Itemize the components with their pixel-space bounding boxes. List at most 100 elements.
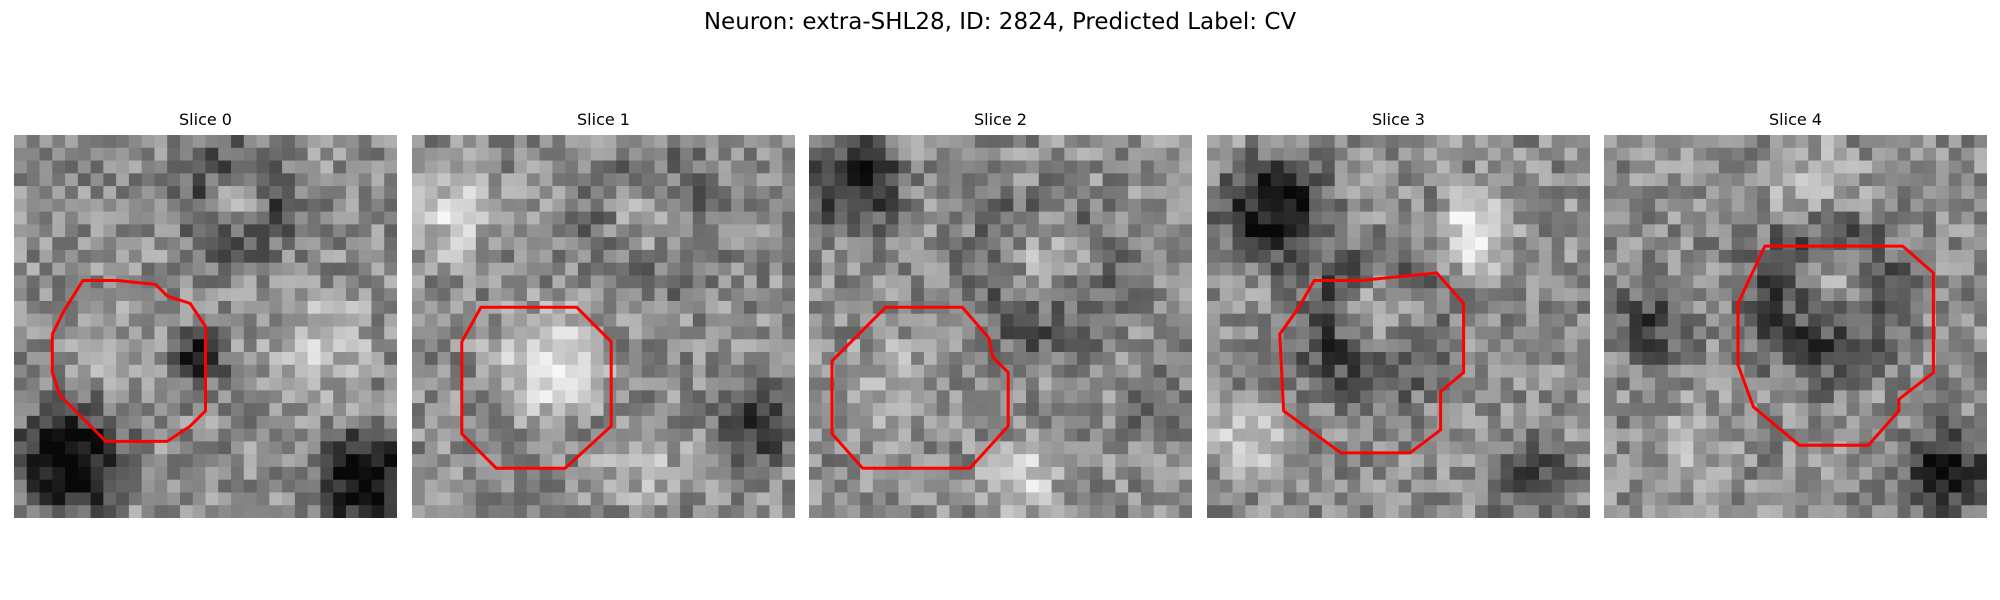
pixel-cell [1500, 275, 1514, 289]
pixel-cell [1526, 479, 1540, 494]
pixel-cell [1910, 186, 1924, 200]
pixel-cell [1207, 466, 1221, 481]
pixel-cell [1309, 441, 1323, 455]
pixel-cell [1667, 147, 1682, 162]
pixel-cell [1258, 403, 1272, 417]
pixel-cell [860, 339, 874, 353]
pixel-cell [488, 492, 502, 506]
pixel-cell [1207, 249, 1221, 264]
pixel-cell [320, 390, 334, 404]
pixel-cell [39, 505, 53, 518]
pixel-cell [412, 352, 426, 366]
pixel-cell [128, 147, 143, 162]
pixel-cell [1808, 428, 1822, 442]
pixel-cell [1372, 160, 1387, 174]
pixel-cell [1655, 147, 1669, 162]
pixel-cell [539, 160, 554, 174]
pixel-cell [384, 173, 397, 187]
pixel-cell [847, 211, 861, 225]
pixel-cell [1309, 224, 1323, 238]
pixel-cell [1667, 160, 1682, 174]
pixel-cell [526, 147, 541, 162]
pixel-cell [450, 147, 464, 162]
pixel-cell [731, 339, 745, 353]
pixel-cell [1564, 466, 1578, 481]
pixel-cell [1923, 428, 1937, 442]
pixel-cell [1232, 198, 1246, 213]
pixel-cell [1089, 454, 1104, 468]
pixel-cell [987, 492, 1002, 506]
pixel-cell [1872, 339, 1886, 353]
pixel-cell [1296, 237, 1310, 251]
pixel-cell [371, 300, 385, 315]
pixel-cell [39, 479, 53, 494]
pixel-cell [65, 377, 79, 391]
pixel-cell [885, 505, 899, 518]
pixel-cell [1974, 339, 1987, 353]
pixel-cell [782, 288, 795, 302]
pixel-cell [1219, 479, 1234, 494]
pixel-cell [501, 390, 515, 404]
pixel-cell [629, 403, 643, 417]
pixel-cell [1128, 249, 1142, 264]
pixel-cell [1424, 300, 1438, 315]
pixel-cell [1513, 377, 1527, 391]
pixel-cell [616, 135, 630, 149]
pixel-cell [1232, 313, 1246, 328]
pixel-cell [501, 313, 515, 328]
pixel-cell [26, 428, 41, 442]
pixel-cell [282, 339, 296, 353]
pixel-cell [1360, 479, 1374, 494]
pixel-cell [1833, 198, 1848, 213]
pixel-cell [103, 466, 117, 481]
pixel-cell [90, 326, 104, 340]
pixel-cell [1296, 198, 1310, 213]
pixel-cell [1808, 390, 1822, 404]
pixel-cell [1513, 364, 1527, 379]
pixel-cell [1961, 466, 1975, 481]
pixel-cell [1232, 237, 1246, 251]
pixel-cell [1077, 415, 1091, 430]
pixel-cell [1064, 198, 1078, 213]
pixel-cell [1808, 224, 1822, 238]
pixel-cell [65, 147, 79, 162]
pixel-cell [167, 300, 181, 315]
pixel-cell [1577, 275, 1590, 289]
pixel-cell [860, 466, 874, 481]
pixel-cell [1140, 135, 1155, 149]
pixel-cell [1935, 300, 1950, 315]
pixel-cell [128, 466, 143, 481]
pixel-cell [1411, 288, 1425, 302]
pixel-cell [1923, 173, 1937, 187]
pixel-cell [218, 249, 232, 264]
pixel-cell [450, 326, 464, 340]
pixel-cell [1821, 262, 1835, 277]
pixel-cell [1655, 479, 1669, 494]
pixel-cell [1616, 326, 1631, 340]
pixel-cell [1232, 454, 1246, 468]
pixel-cell [141, 428, 156, 442]
pixel-cell [1000, 186, 1014, 200]
pixel-cell [782, 415, 795, 430]
pixel-cell [412, 505, 426, 518]
pixel-cell [667, 441, 681, 455]
pixel-cell [1564, 135, 1578, 149]
pixel-cell [1411, 364, 1425, 379]
pixel-cell [1475, 288, 1489, 302]
pixel-cell [565, 339, 579, 353]
pixel-cell [1551, 364, 1566, 379]
pixel-cell [1360, 428, 1374, 442]
pixel-cell [1462, 300, 1476, 315]
pixel-cell [1140, 262, 1155, 277]
pixel-cell [514, 288, 528, 302]
pixel-cell [1642, 300, 1656, 315]
pixel-cell [1462, 403, 1476, 417]
pixel-cell [1089, 249, 1104, 264]
pixel-cell [1089, 403, 1104, 417]
pixel-cell [1487, 300, 1502, 315]
pixel-cell [437, 352, 451, 366]
pixel-cell [1655, 288, 1669, 302]
pixel-cell [1258, 262, 1272, 277]
slice-title: Slice 2 [974, 110, 1027, 129]
pixel-cell [1372, 326, 1387, 340]
